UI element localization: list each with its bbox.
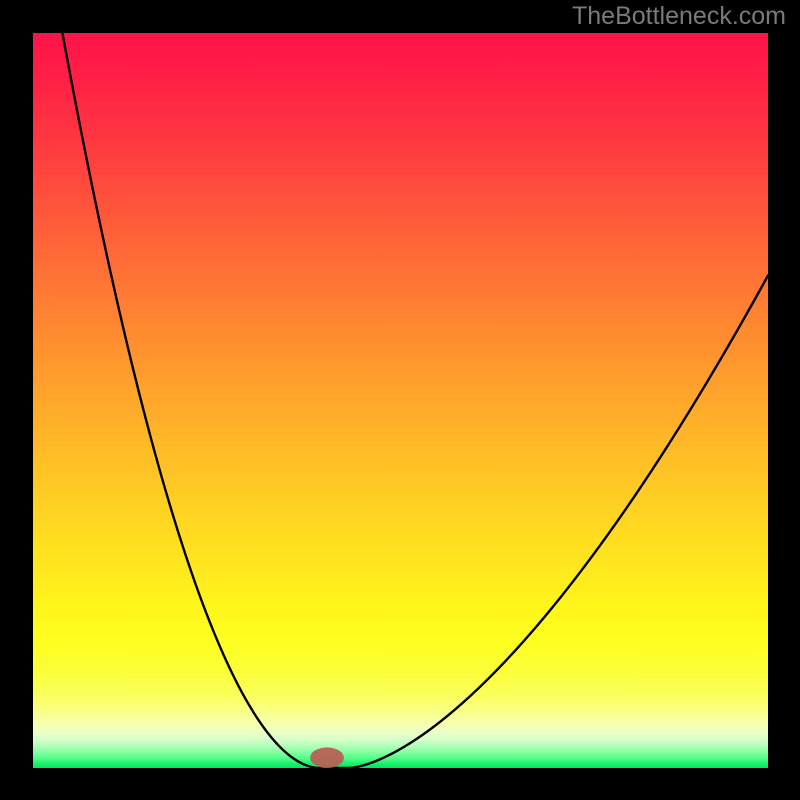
plot-area <box>33 33 768 768</box>
watermark-text: TheBottleneck.com <box>572 2 786 30</box>
bottleneck-chart: TheBottleneck.com <box>0 0 800 800</box>
optimum-marker <box>310 747 344 768</box>
